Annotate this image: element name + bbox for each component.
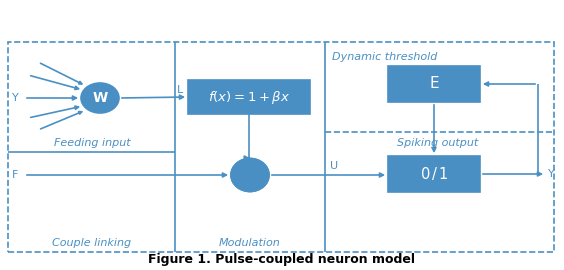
Text: $0\,/\,1$: $0\,/\,1$ [420, 166, 448, 183]
FancyBboxPatch shape [388, 66, 480, 102]
Text: $f(x)=1+\beta x$: $f(x)=1+\beta x$ [208, 89, 290, 106]
Text: Figure 1. Pulse-coupled neuron model: Figure 1. Pulse-coupled neuron model [148, 253, 416, 266]
Text: U: U [330, 161, 338, 171]
Text: Y: Y [12, 93, 19, 103]
Text: Feeding input: Feeding input [54, 138, 130, 148]
Text: F: F [12, 170, 19, 180]
Ellipse shape [81, 83, 119, 113]
Text: E: E [429, 76, 439, 92]
Text: Modulation: Modulation [219, 238, 281, 248]
Text: W: W [92, 91, 108, 105]
Ellipse shape [231, 158, 269, 191]
Text: Couple linking: Couple linking [52, 238, 131, 248]
Text: Y: Y [548, 169, 555, 179]
FancyBboxPatch shape [188, 80, 310, 114]
Text: Spiking output: Spiking output [398, 138, 479, 148]
Text: Dynamic threshold: Dynamic threshold [332, 52, 437, 62]
Text: L: L [177, 85, 183, 95]
FancyBboxPatch shape [388, 156, 480, 192]
